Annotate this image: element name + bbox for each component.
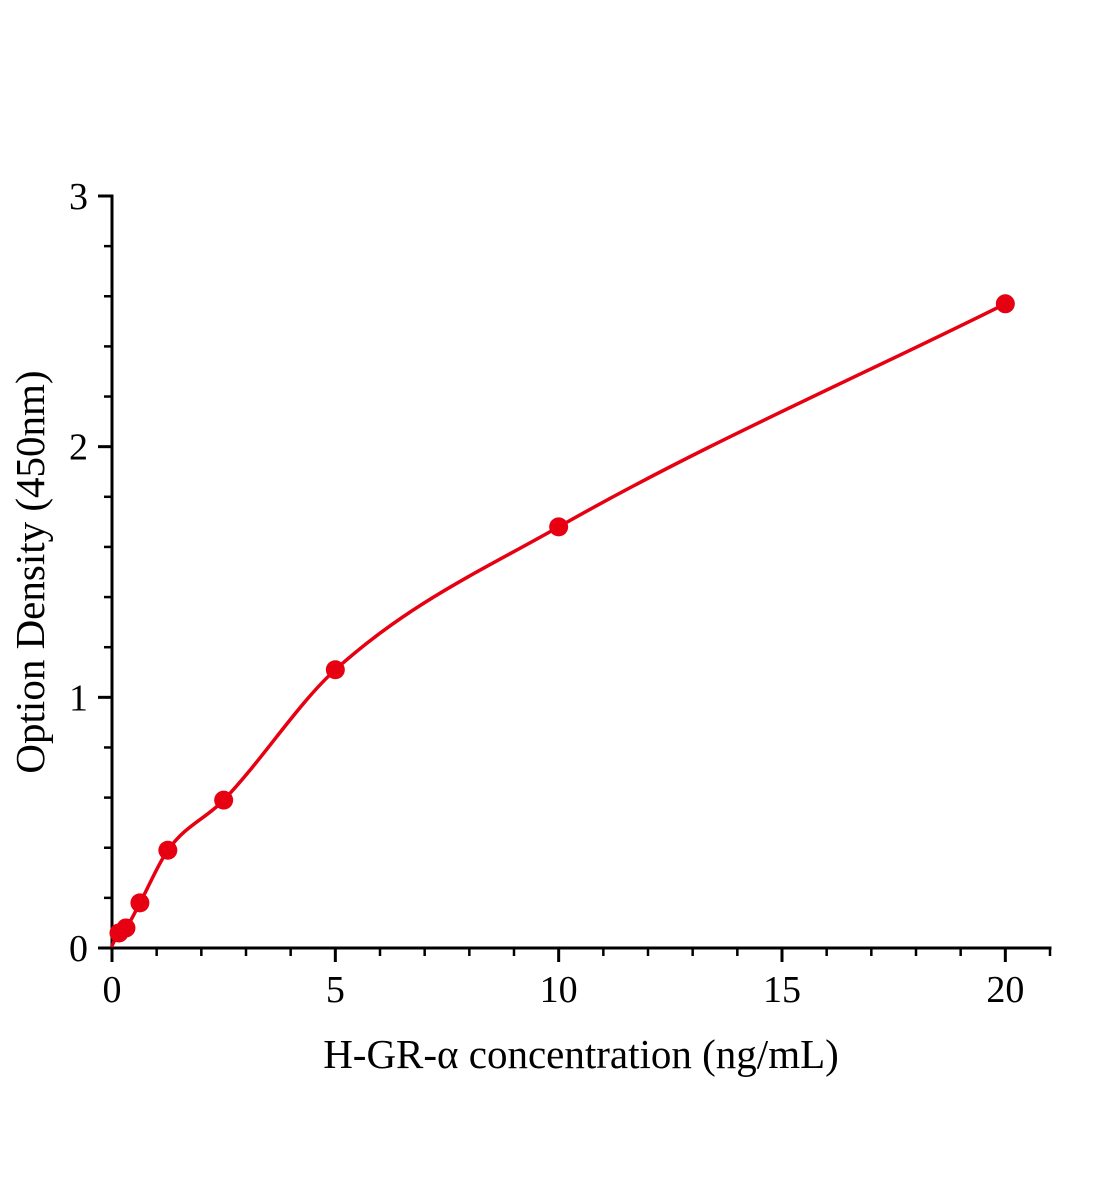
x-axis-label: H-GR-α concentration (ng/mL): [323, 1031, 839, 1077]
y-tick-label: 0: [69, 928, 88, 970]
x-tick-label: 15: [763, 969, 801, 1011]
fit-curve: [110, 302, 1008, 948]
x-tick-label: 10: [540, 969, 578, 1011]
data-point: [214, 790, 234, 810]
y-tick-label: 2: [69, 427, 88, 469]
data-point: [549, 517, 569, 537]
data-point: [116, 918, 136, 938]
axis-spines: [110, 194, 1052, 950]
y-tick-label: 1: [69, 677, 88, 719]
y-tick-label: 3: [69, 176, 88, 218]
plot-series: [109, 294, 1015, 948]
data-point: [325, 660, 345, 680]
x-tick-label: 0: [103, 969, 122, 1011]
data-point: [158, 840, 178, 860]
y-axis-label: Option Density (450nm): [7, 370, 53, 773]
x-tick-label: 5: [326, 969, 345, 1011]
x-tick-label: 20: [986, 969, 1024, 1011]
data-point: [130, 893, 150, 913]
axes: 0 5 10 15 20 0 1 2 3: [69, 176, 1052, 1011]
data-point: [995, 294, 1015, 314]
